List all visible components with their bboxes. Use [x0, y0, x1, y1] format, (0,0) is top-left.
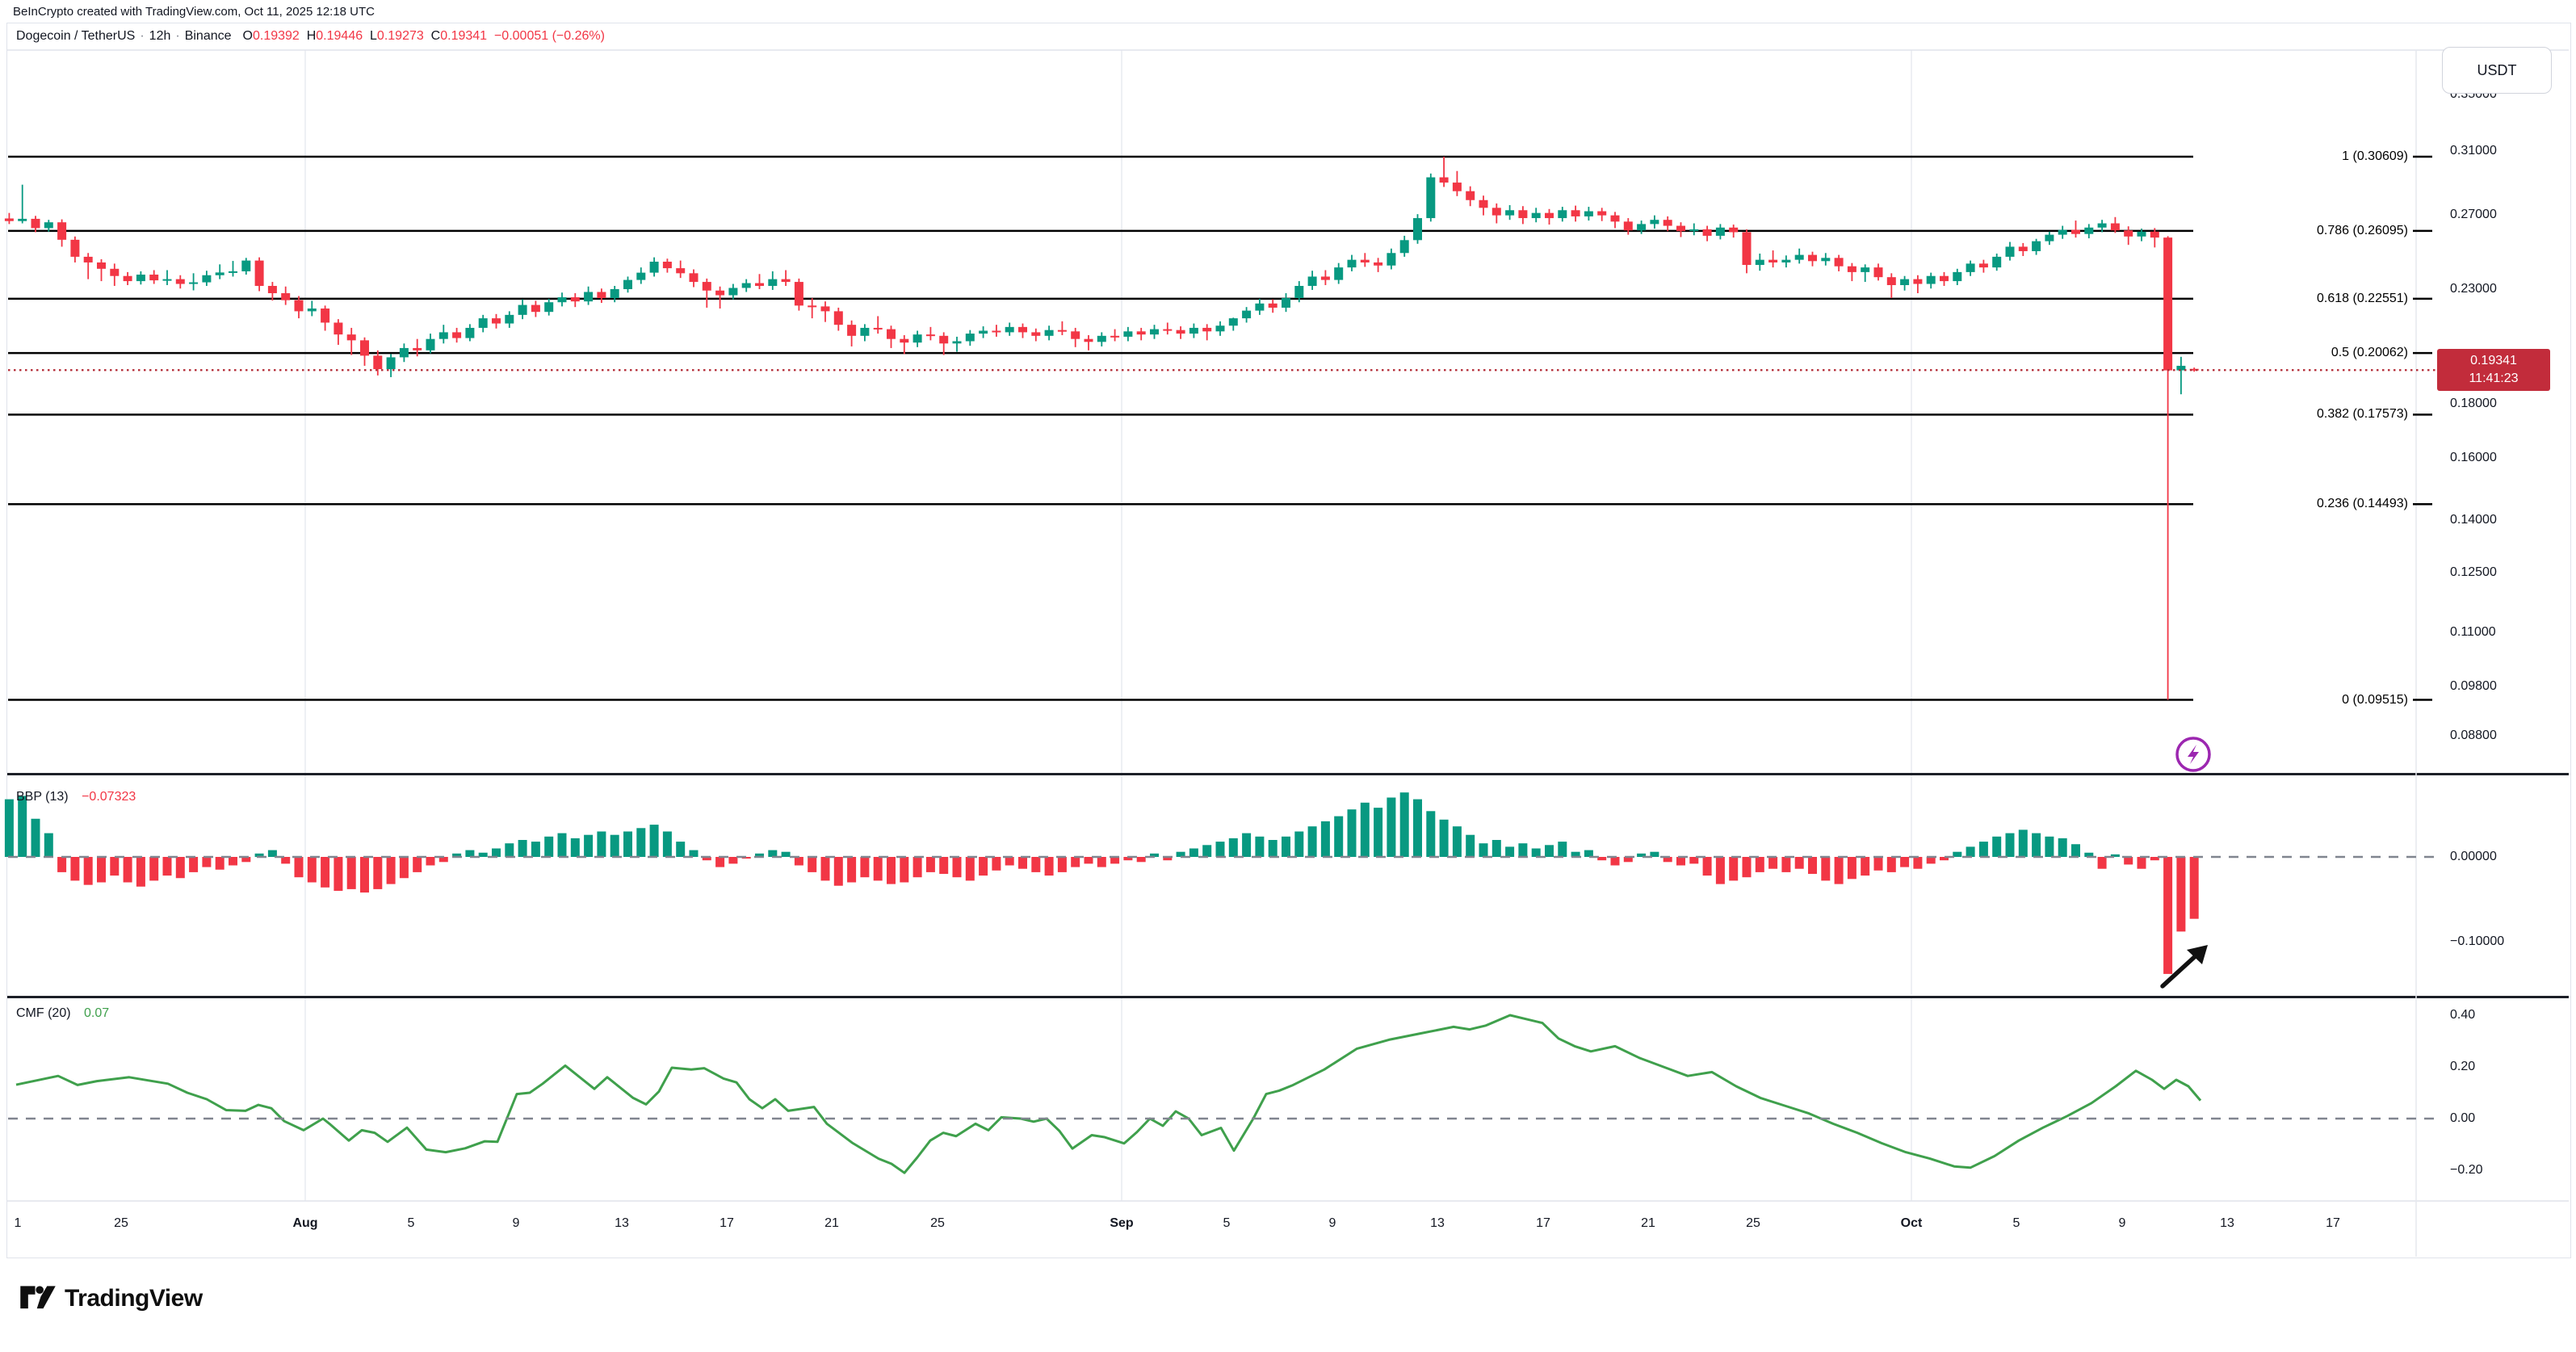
tradingview-logo[interactable]: TradingView: [19, 1283, 203, 1315]
cmf-axis-label: 0.40: [2450, 1008, 2476, 1022]
time-axis-label: Oct: [1900, 1216, 1923, 1230]
interval-label[interactable]: 12h: [149, 29, 171, 43]
cmf-label: CMF (20): [16, 1006, 71, 1020]
price-axis-label: 0.27000: [2450, 208, 2497, 222]
bbp-value: −0.07323: [82, 790, 136, 804]
last-price-value: 0.19341: [2470, 354, 2517, 368]
fib-level-label: 0.786 (0.26095): [2193, 222, 2413, 239]
fib-level-label: 0.5 (0.20062): [2193, 345, 2413, 362]
fib-level-label: 0 (0.09515): [2193, 691, 2413, 708]
exchange-label: Binance: [184, 29, 232, 43]
symbol-legend[interactable]: Dogecoin / TetherUS · 12h · Binance O0.19392 …: [16, 29, 605, 44]
bbp-axis-label: −0.10000: [2450, 934, 2505, 948]
time-axis-label: Sep: [1110, 1216, 1134, 1230]
fib-level-label: 1 (0.30609): [2193, 149, 2413, 165]
bbp-label: BBP (13): [16, 790, 69, 804]
cmf-axis-label: 0.00: [2450, 1111, 2476, 1125]
ohlc-values: O0.19392 H0.19446 L0.19273 C0.19341 −0.0…: [242, 29, 605, 43]
legend-separator: ·: [175, 29, 180, 43]
price-axis-label: 0.09800: [2450, 678, 2497, 693]
attribution-text: BeInCrypto created with TradingView.com,…: [13, 5, 375, 19]
time-axis-label: 13: [2220, 1216, 2234, 1230]
price-axis-label: 0.31000: [2450, 143, 2497, 157]
time-axis-label: 21: [824, 1216, 839, 1230]
last-price-badge: 0.19341 11:41:23: [2437, 349, 2550, 391]
time-axis-label: 25: [114, 1216, 128, 1230]
cmf-indicator-legend[interactable]: CMF (20) 0.07: [16, 1006, 109, 1021]
time-axis-label: 9: [2118, 1216, 2126, 1230]
tradingview-logo-icon: [20, 1286, 56, 1309]
fib-level-label: 0.236 (0.14493): [2193, 496, 2413, 513]
price-axis-label: 0.11000: [2450, 625, 2496, 640]
currency-toggle-button[interactable]: USDT: [2442, 47, 2552, 94]
time-axis-label: 13: [1430, 1216, 1445, 1230]
time-axis-label: 17: [1536, 1216, 1550, 1230]
price-axis-label: 0.14000: [2450, 513, 2497, 527]
time-axis-label: 21: [1641, 1216, 1655, 1230]
time-axis-label: 5: [2012, 1216, 2020, 1230]
time-axis-label: 9: [1328, 1216, 1336, 1230]
time-axis-label: 5: [1223, 1216, 1231, 1230]
time-axis-label: 25: [930, 1216, 945, 1230]
time-axis-label: Aug: [292, 1216, 318, 1230]
price-axis-label: 0.18000: [2450, 396, 2497, 410]
price-axis-label: 0.08800: [2450, 728, 2497, 743]
fib-level-label: 0.382 (0.17573): [2193, 406, 2413, 423]
bbp-indicator-legend[interactable]: BBP (13) −0.07323: [16, 790, 136, 804]
symbol-name[interactable]: Dogecoin / TetherUS: [16, 29, 136, 43]
price-axis-label: 0.12500: [2450, 565, 2497, 580]
time-axis-label: 17: [720, 1216, 734, 1230]
time-axis-label: 1: [14, 1216, 22, 1230]
cmf-axis-label: −0.20: [2450, 1163, 2483, 1177]
change-value: −0.00051 (−0.26%): [493, 29, 605, 43]
time-axis-label: 5: [407, 1216, 415, 1230]
cmf-value: 0.07: [84, 1006, 110, 1020]
bar-countdown: 11:41:23: [2469, 372, 2519, 385]
time-axis-label: 25: [1746, 1216, 1760, 1230]
tradingview-logo-text: TradingView: [65, 1285, 203, 1312]
legend-separator: ·: [140, 29, 145, 43]
bbp-axis-label: 0.00000: [2450, 850, 2497, 863]
price-axis-label: 0.16000: [2450, 451, 2497, 465]
time-axis-label: 13: [615, 1216, 629, 1230]
price-axis-label: 0.23000: [2450, 282, 2497, 296]
time-axis-label: 17: [2326, 1216, 2340, 1230]
fib-level-label: 0.618 (0.22551): [2193, 290, 2413, 307]
time-axis-label: 9: [512, 1216, 520, 1230]
chart-container: [6, 23, 2571, 1258]
cmf-axis-label: 0.20: [2450, 1060, 2476, 1073]
